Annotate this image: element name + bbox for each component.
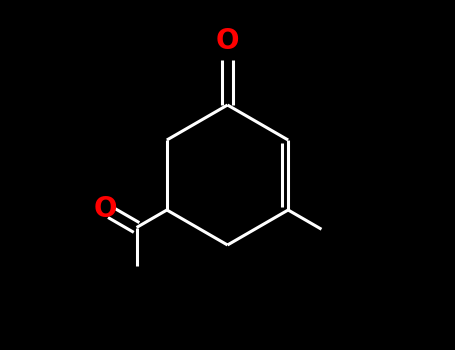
Text: O: O [94,195,117,223]
Text: O: O [216,27,239,55]
